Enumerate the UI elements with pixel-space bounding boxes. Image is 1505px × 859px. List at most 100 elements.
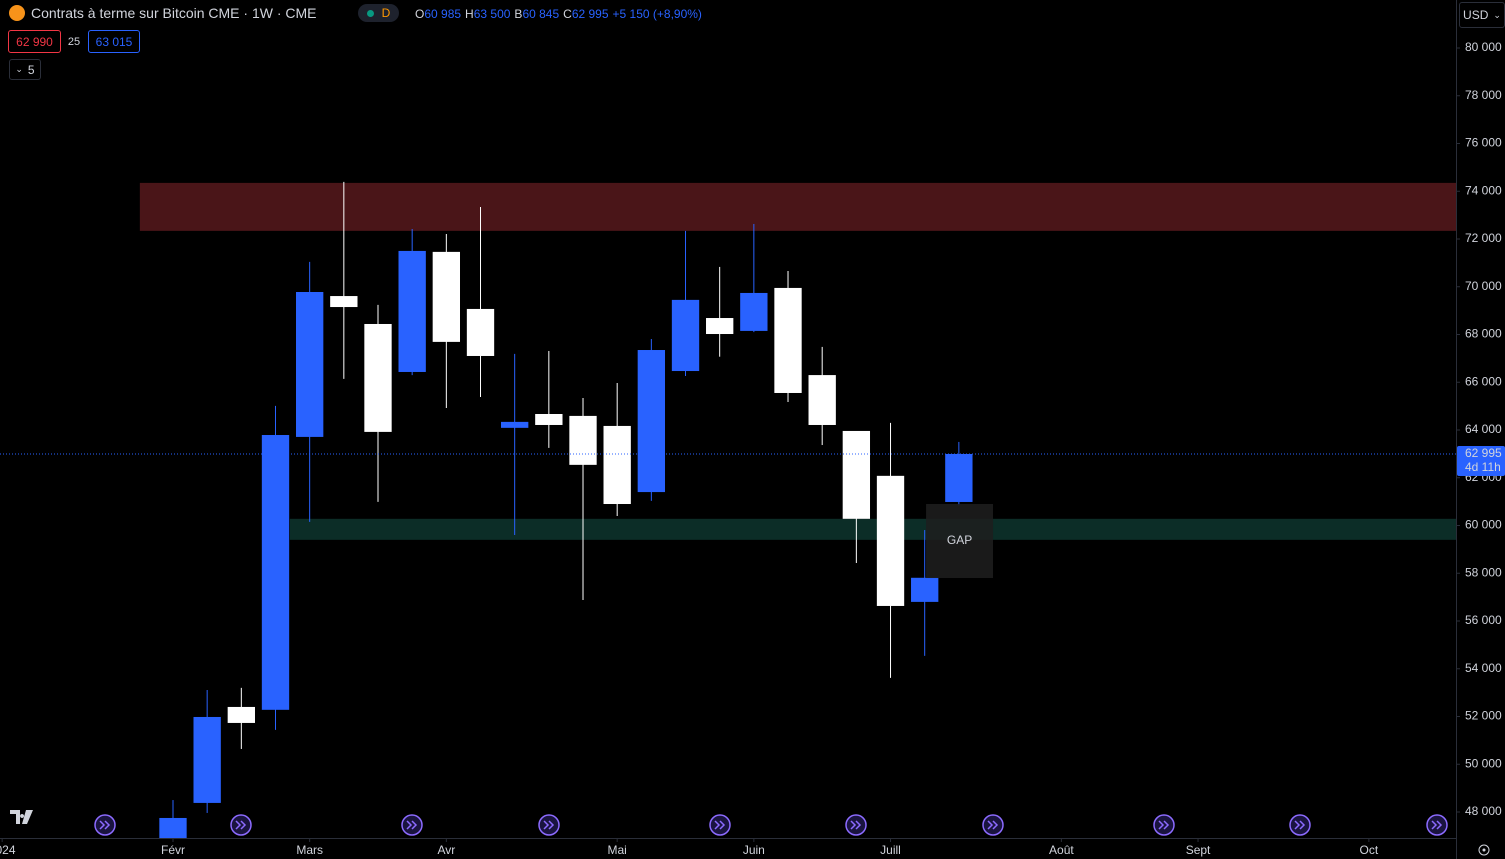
chevron: ⌄	[1493, 9, 1501, 20]
chevron: ⌄	[15, 64, 23, 74]
ohlc-value: 60 985	[424, 7, 462, 21]
ask-price[interactable]: 63 015	[88, 30, 140, 53]
y-tick-label: 76 000	[1465, 136, 1502, 150]
y-tick-label: 68 000	[1465, 327, 1502, 341]
gap-label: GAP	[947, 533, 972, 547]
candle-body	[364, 323, 392, 432]
candle-body	[295, 291, 324, 437]
y-tick-label: 52 000	[1465, 709, 1502, 723]
currency-select[interactable]: USD ⌄	[1459, 2, 1505, 28]
symbol-title[interactable]: Contrats à terme sur Bitcoin CME · 1W · …	[31, 5, 317, 21]
event-marker[interactable]	[401, 814, 423, 836]
event-arrow	[235, 820, 247, 830]
x-tick-label: Sept	[1186, 843, 1211, 857]
event-arrow	[714, 820, 726, 830]
candle-body	[603, 425, 631, 505]
candle-body	[227, 706, 255, 723]
bitcoin-icon	[9, 5, 25, 21]
ohlc-letter: C	[563, 7, 572, 21]
candle-body	[330, 296, 358, 308]
candle-body	[945, 453, 973, 502]
y-tick-label: 56 000	[1465, 613, 1502, 627]
x-tick-label: Juill	[880, 843, 901, 857]
event-marker[interactable]	[1153, 814, 1175, 836]
y-tick-label: 60 000	[1465, 518, 1502, 532]
x-tick-label: Mars	[296, 843, 323, 857]
candle-body	[432, 251, 461, 342]
currency: USD	[1463, 8, 1489, 22]
event-arrow	[406, 820, 418, 830]
x-tick-label: 2024	[0, 843, 16, 857]
settings-icon[interactable]	[1478, 844, 1490, 856]
event-arrow	[850, 820, 862, 830]
event-marker[interactable]	[230, 814, 252, 836]
bid-price[interactable]: 62 990	[8, 30, 61, 53]
event-arrow	[987, 820, 999, 830]
candle-body	[535, 413, 563, 425]
last-price-label: 62 995	[1465, 446, 1502, 460]
countdown-label: 4d 11h	[1465, 460, 1501, 474]
badge-text: D	[381, 6, 391, 20]
candle-body	[911, 577, 939, 602]
y-tick-label: 64 000	[1465, 422, 1502, 436]
change: +5 150 (+8,90%)	[612, 7, 702, 21]
x-tick-label: Mai	[608, 843, 627, 857]
event-marker[interactable]	[94, 814, 116, 836]
tv-logo	[10, 810, 33, 824]
x-tick-label: Févr	[161, 843, 185, 857]
event-marker[interactable]	[982, 814, 1004, 836]
candle-body	[193, 716, 221, 803]
candle-body	[159, 817, 187, 838]
x-tick-label: Avr	[437, 843, 455, 857]
candle-body	[569, 415, 597, 465]
status-dot	[366, 9, 374, 17]
event-marker[interactable]	[1426, 814, 1448, 836]
candle-body	[842, 430, 871, 519]
candle-body	[876, 475, 905, 606]
y-tick-label: 70 000	[1465, 279, 1502, 293]
event-marker[interactable]	[538, 814, 560, 836]
event-marker[interactable]	[1289, 814, 1311, 836]
event-arrow	[1431, 820, 1443, 830]
last-price-tag	[1457, 445, 1505, 476]
y-tick-label: 66 000	[1465, 374, 1502, 388]
candle-body	[706, 318, 734, 335]
x-tick-label: Août	[1049, 843, 1074, 857]
candle-body	[808, 375, 836, 425]
event-arrow	[1158, 820, 1170, 830]
ohlc-value: 62 995	[571, 7, 609, 21]
candle-body	[398, 250, 426, 372]
event-marker[interactable]	[709, 814, 731, 836]
y-tick-label: 54 000	[1465, 661, 1502, 675]
y-tick-label: 50 000	[1465, 756, 1502, 770]
event-arrow	[99, 820, 111, 830]
ohlc-legend: O60 985 H63 500 B60 845 C62 995 +5 150 (+8,9…	[415, 7, 702, 21]
ohlc-value: 63 500	[473, 7, 511, 21]
plot-area: GAP	[139, 181, 1456, 838]
indicators-count: 5	[27, 62, 35, 77]
event-arrow	[1294, 820, 1306, 830]
event-arrow	[543, 820, 555, 830]
status-badge[interactable]: D	[358, 4, 399, 22]
spread: 25	[67, 35, 81, 48]
candle-body	[774, 287, 802, 393]
y-tick-label: 48 000	[1465, 804, 1502, 818]
event-marker[interactable]	[845, 814, 867, 836]
candle-body	[501, 421, 529, 428]
indicators-toggle[interactable]: ⌄ 5	[9, 59, 41, 80]
x-tick-label: Oct	[1360, 843, 1379, 857]
candle-body	[637, 350, 666, 493]
candle-body	[261, 435, 290, 710]
candle-body	[740, 292, 768, 331]
y-tick-label: 74 000	[1465, 183, 1502, 197]
ohlc-letter: O	[415, 7, 425, 21]
x-tick-label: Juin	[743, 843, 765, 857]
gap-box	[926, 504, 994, 579]
price-zone	[289, 518, 1456, 540]
candle-body	[466, 308, 495, 356]
ohlc-letter: H	[465, 7, 474, 21]
y-tick-label: 80 000	[1465, 40, 1502, 54]
price-zone	[139, 182, 1456, 231]
